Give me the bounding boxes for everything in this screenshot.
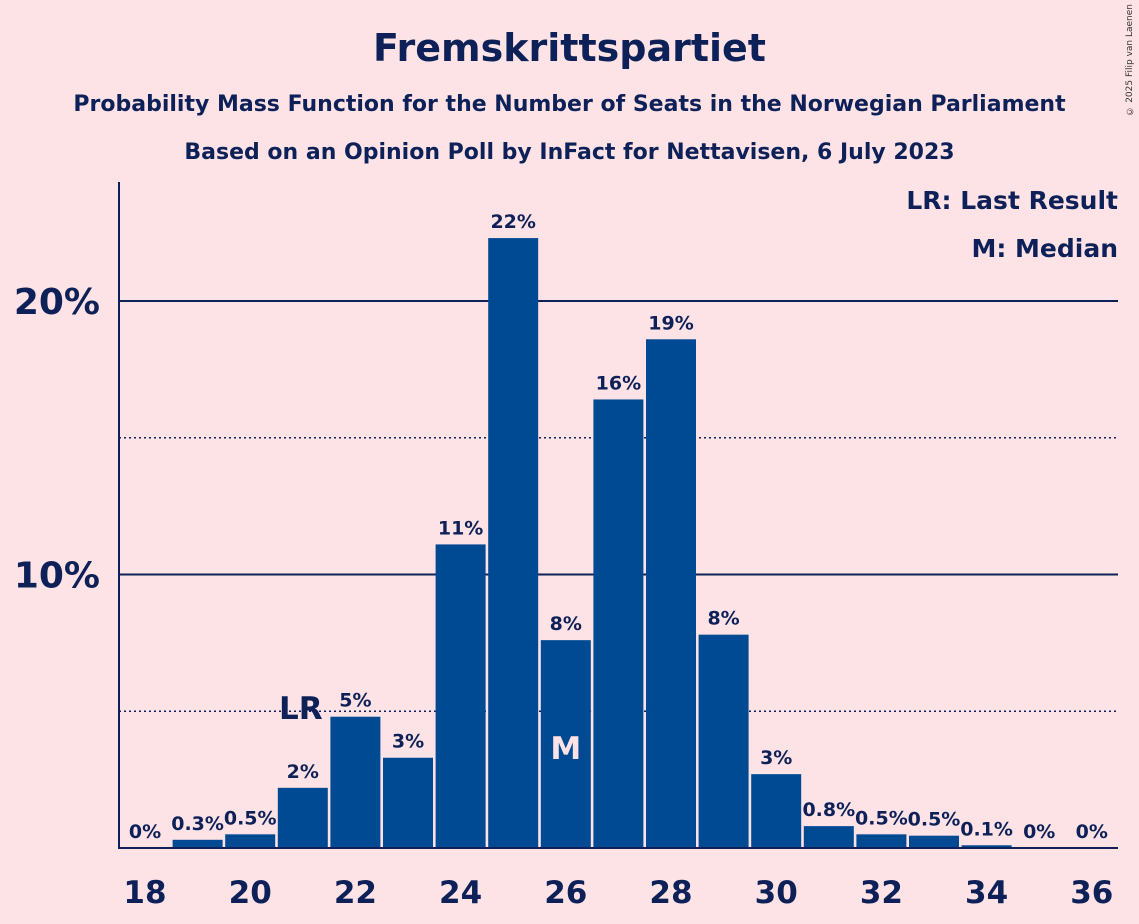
x-tick-label: 24	[439, 875, 482, 911]
axes	[118, 182, 1118, 849]
bar	[646, 339, 696, 848]
y-tick-label: 20%	[14, 282, 100, 323]
bar-value-label: 0.5%	[855, 807, 908, 829]
chart-title: Fremskrittspartiet	[373, 26, 766, 70]
bar	[540, 640, 591, 848]
x-tick-label: 28	[649, 875, 692, 911]
bar-value-label: 2%	[287, 761, 319, 783]
x-tick-label: 32	[860, 875, 903, 911]
legend-last-result: LR: Last Result	[906, 186, 1118, 215]
bar-value-label: 0.5%	[224, 807, 277, 829]
bar-value-label: 0.8%	[802, 799, 855, 821]
bar-value-label: 19%	[648, 312, 693, 334]
bar	[277, 787, 328, 848]
y-tick-label: 10%	[14, 556, 100, 597]
labels: 10%20%0% 0.3% 0.5%2%5%3%11%22%8%16%19%8%3%…	[14, 211, 1114, 911]
bar	[488, 238, 539, 849]
bar-value-label: 3%	[760, 747, 792, 769]
bar	[803, 826, 854, 848]
bar-value-label: 5%	[339, 690, 371, 712]
chart-subtitle: Probability Mass Function for the Number…	[73, 92, 1066, 117]
bar	[856, 834, 907, 848]
bar	[225, 834, 276, 848]
last-result-marker: LR	[279, 691, 323, 727]
bar-value-label: 0%	[1076, 821, 1108, 843]
x-tick-label: 30	[755, 875, 798, 911]
bar	[961, 845, 1012, 848]
bar-value-label: 0%	[1023, 821, 1055, 843]
bar	[909, 835, 959, 848]
median-marker: M	[550, 731, 581, 767]
bar-value-label: 8%	[550, 613, 582, 635]
bar-value-label: 0.5%	[908, 809, 961, 831]
bar-value-label: 11%	[438, 517, 483, 539]
bars	[172, 238, 1012, 849]
x-tick-label: 22	[334, 875, 377, 911]
bar	[330, 716, 381, 848]
x-tick-label: 20	[229, 875, 272, 911]
x-tick-label: 34	[965, 875, 1008, 911]
bar-value-label: 0%	[129, 821, 161, 843]
chart-source: Based on an Opinion Poll by InFact for N…	[184, 140, 955, 165]
bar-value-label: 0.1%	[960, 818, 1013, 840]
bar-value-label: 22%	[490, 211, 535, 233]
x-tick-label: 26	[544, 875, 587, 911]
bar	[383, 757, 433, 848]
bar-value-label: 16%	[596, 372, 641, 394]
x-tick-label: 36	[1070, 875, 1113, 911]
bar	[593, 399, 644, 848]
legend-median: M: Median	[971, 234, 1118, 263]
bar	[751, 774, 802, 848]
bar	[172, 839, 223, 848]
bar-value-label: 0.3%	[171, 813, 224, 835]
bar-value-label: 8%	[707, 608, 739, 630]
bar-value-label: 3%	[392, 731, 424, 753]
x-tick-label: 18	[123, 875, 166, 911]
bar	[435, 544, 486, 848]
bar	[698, 634, 749, 848]
